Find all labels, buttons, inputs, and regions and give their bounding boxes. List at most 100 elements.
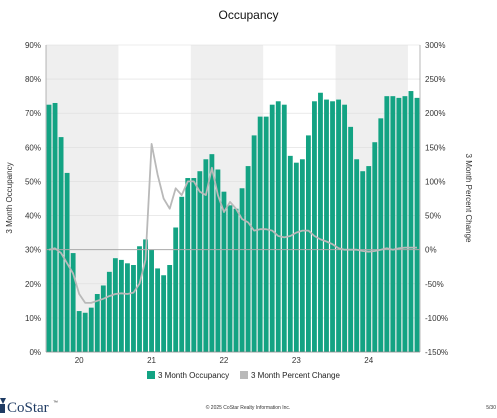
- occupancy-bar: [384, 96, 390, 353]
- occupancy-bar: [305, 135, 311, 352]
- occupancy-bar: [239, 188, 245, 352]
- occupancy-bar: [318, 92, 323, 352]
- occupancy-bar: [366, 166, 372, 352]
- occupancy-bar: [215, 169, 221, 352]
- copyright-text: © 2025 CoStar Realty Information Inc.: [206, 404, 291, 411]
- occupancy-bar: [396, 97, 402, 352]
- legend: 3 Month Occupancy 3 Month Percent Change: [147, 371, 340, 380]
- y2-tick-label: 50%: [425, 212, 441, 221]
- occupancy-bar: [414, 97, 420, 352]
- y-axis-label: 3 Month Occupancy: [5, 162, 14, 233]
- occupancy-bar: [203, 159, 209, 352]
- occupancy-bar: [76, 311, 82, 352]
- occupancy-bar: [390, 96, 396, 353]
- legend-label-percent-change: 3 Month Percent Change: [251, 371, 340, 380]
- occupancy-bar: [372, 142, 378, 352]
- occupancy-bar: [155, 268, 161, 352]
- occupancy-bar: [149, 249, 154, 352]
- page-number: 5/30: [486, 405, 496, 411]
- costar-logo-text: CoStar: [7, 400, 49, 416]
- occupancy-bar: [167, 265, 173, 352]
- y2-tick-label: 250%: [425, 75, 445, 84]
- occupancy-bar: [227, 205, 233, 352]
- occupancy-bar: [197, 171, 203, 352]
- y-tick-label: 30%: [25, 246, 41, 255]
- occupancy-bar: [94, 294, 100, 352]
- y-tick-label: 90%: [25, 41, 41, 50]
- legend-swatch-occupancy: [147, 371, 155, 379]
- occupancy-bar: [342, 104, 348, 352]
- y-tick-label: 0%: [29, 348, 41, 357]
- y-tick-labels: 0% 10% 20% 30% 40% 50% 60% 70% 80% 90%: [25, 41, 41, 357]
- y-tick-label: 40%: [25, 212, 41, 221]
- occupancy-bar: [173, 227, 179, 352]
- occupancy-bar: [100, 285, 106, 352]
- occupancy-bar: [191, 178, 197, 352]
- occupancy-bar: [82, 312, 88, 352]
- chart-title: Occupancy: [218, 8, 278, 22]
- occupancy-bar: [125, 263, 130, 352]
- occupancy-bar: [245, 166, 251, 352]
- y2-tick-label: -50%: [425, 280, 444, 289]
- occupancy-bar: [257, 116, 263, 352]
- occupancy-bar: [112, 258, 118, 352]
- occupancy-bar: [118, 259, 124, 352]
- percent-change-polyline: [48, 142, 417, 304]
- y-tick-label: 50%: [25, 177, 41, 186]
- x-tick-label: 23: [292, 356, 301, 365]
- y2-axis-label: 3 Month Percent Change: [464, 154, 473, 243]
- x-tick-label: 24: [364, 356, 373, 365]
- x-tick-labels: 20 21 22 23 24: [75, 356, 374, 365]
- y-tick-label: 60%: [25, 143, 41, 152]
- occupancy-bar: [46, 104, 52, 352]
- occupancy-bar: [263, 116, 269, 352]
- y2-tick-label: -150%: [425, 348, 448, 357]
- occupancy-bars: [46, 91, 420, 353]
- y-tick-label: 10%: [25, 314, 41, 323]
- occupancy-bar: [58, 137, 64, 352]
- occupancy-bar: [408, 91, 414, 353]
- y2-tick-label: 300%: [425, 41, 445, 50]
- legend-swatch-percent-change: [240, 371, 248, 379]
- occupancy-bar: [324, 99, 329, 352]
- occupancy-bar: [269, 104, 275, 352]
- x-tick-label: 22: [219, 356, 228, 365]
- x-tick-label: 20: [75, 356, 84, 365]
- occupancy-bar: [312, 101, 317, 353]
- occupancy-bar: [179, 196, 185, 352]
- occupancy-bar: [137, 246, 142, 352]
- occupancy-bar: [70, 253, 76, 352]
- costar-logo-mark: [0, 398, 6, 413]
- occupancy-bar: [185, 178, 191, 352]
- occupancy-bar: [209, 154, 215, 352]
- occupancy-bar: [354, 159, 360, 352]
- occupancy-bar: [161, 275, 167, 352]
- percent-change-line: [48, 142, 417, 304]
- occupancy-bar: [275, 101, 281, 353]
- occupancy-bar: [348, 126, 354, 352]
- y2-tick-label: 150%: [425, 143, 445, 152]
- costar-logo-tm: ™: [53, 400, 58, 406]
- occupancy-bar: [293, 162, 299, 352]
- legend-label-occupancy: 3 Month Occupancy: [158, 371, 229, 380]
- axes: [45, 45, 421, 353]
- y-tick-label: 80%: [25, 75, 41, 84]
- year-shade-0: [46, 45, 119, 352]
- occupancy-bar: [287, 155, 293, 352]
- y2-tick-label: -100%: [425, 314, 448, 323]
- occupancy-bar: [131, 265, 136, 352]
- occupancy-bar: [251, 135, 257, 352]
- y2-tick-label: 0%: [425, 246, 437, 255]
- year-shade-2: [335, 45, 408, 352]
- y2-tick-label: 200%: [425, 109, 445, 118]
- y2-tick-label: 100%: [425, 177, 445, 186]
- occupancy-bar: [281, 104, 287, 352]
- y-tick-label: 70%: [25, 109, 41, 118]
- occupancy-bar: [330, 101, 335, 353]
- occupancy-bar: [221, 191, 227, 352]
- occupancy-bar: [52, 102, 58, 352]
- occupancy-bar: [88, 307, 94, 352]
- year-shade-1: [190, 45, 264, 352]
- occupancy-bar: [143, 239, 148, 352]
